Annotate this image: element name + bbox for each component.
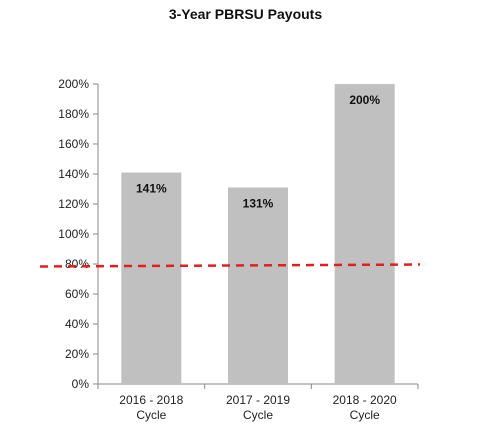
x-tick-label: 2018 - 2020 <box>333 393 397 407</box>
y-tick-label: 160% <box>58 137 89 151</box>
y-tick-label: 40% <box>65 317 89 331</box>
y-tick-label: 60% <box>65 287 89 301</box>
y-tick-label: 80% <box>65 257 89 271</box>
data-label: 131% <box>243 197 274 211</box>
x-tick-label: Cycle <box>243 408 273 422</box>
reference-line <box>39 263 421 268</box>
y-tick-label: 140% <box>58 167 89 181</box>
x-tick-label: 2017 - 2019 <box>226 393 290 407</box>
y-tick-label: 120% <box>58 197 89 211</box>
x-tick-label: 2016 - 2018 <box>119 393 183 407</box>
y-tick-label: 100% <box>58 227 89 241</box>
x-tick-label: Cycle <box>350 408 380 422</box>
y-tick-label: 20% <box>65 347 89 361</box>
y-tick-label: 200% <box>58 77 89 91</box>
y-tick-label: 0% <box>72 377 90 391</box>
data-label: 141% <box>136 182 167 196</box>
x-tick-label: Cycle <box>136 408 166 422</box>
chart-title: 3-Year PBRSU Payouts <box>168 6 323 22</box>
y-tick-label: 180% <box>58 107 89 121</box>
bar <box>334 84 395 384</box>
bar <box>228 187 288 384</box>
bar <box>121 172 182 384</box>
data-label: 200% <box>349 93 380 107</box>
